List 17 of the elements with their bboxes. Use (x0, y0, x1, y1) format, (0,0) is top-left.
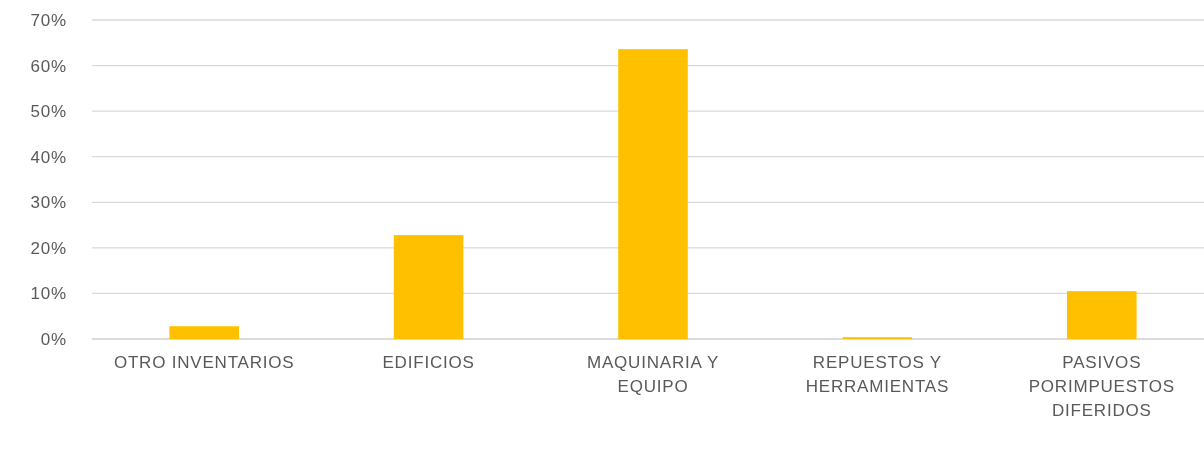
x-tick-label: OTRO INVENTARIOS (113, 353, 295, 372)
y-tick-label: 30% (30, 193, 67, 213)
x-tick-label: PASIVOS PORIMPUESTOS DIFERIDOS (1028, 353, 1175, 420)
y-tick-label: 70% (30, 10, 67, 30)
x-tick-label: MAQUINARIA Y EQUIPO (586, 353, 720, 396)
bar (393, 235, 464, 339)
y-tick-label: 50% (30, 102, 67, 122)
x-tick-label: REPUESTOS Y HERRAMIENTAS (805, 353, 950, 396)
y-tick-label: 40% (30, 147, 67, 167)
y-tick-label: 60% (30, 56, 67, 76)
bar (169, 326, 239, 339)
y-tick-label: 10% (30, 284, 67, 304)
bar (1067, 291, 1137, 339)
bar (618, 49, 688, 339)
x-tick-label: EDIFICIOS (382, 353, 475, 372)
y-tick-label: 20% (30, 238, 67, 258)
y-tick-label: 0% (40, 329, 67, 349)
